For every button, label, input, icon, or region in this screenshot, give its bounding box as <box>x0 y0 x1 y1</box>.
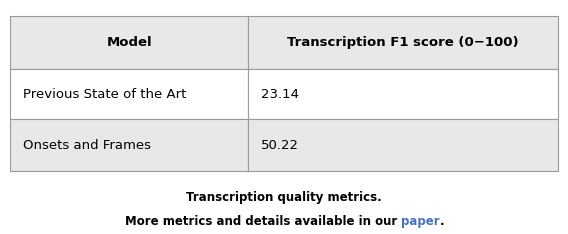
Text: 50.22: 50.22 <box>261 139 299 152</box>
Bar <box>248 16 558 69</box>
Text: Transcription F1 score (0−100): Transcription F1 score (0−100) <box>287 36 519 49</box>
Text: 23.14: 23.14 <box>261 88 299 101</box>
Text: Model: Model <box>107 36 152 49</box>
Bar <box>248 69 558 119</box>
Bar <box>10 119 248 171</box>
Bar <box>248 119 558 171</box>
Bar <box>10 69 248 119</box>
Text: .: . <box>440 215 445 228</box>
Text: Transcription quality metrics.: Transcription quality metrics. <box>186 191 382 204</box>
Text: Previous State of the Art: Previous State of the Art <box>23 88 186 101</box>
Text: paper: paper <box>402 215 440 228</box>
Text: Onsets and Frames: Onsets and Frames <box>23 139 151 152</box>
Text: More metrics and details available in our: More metrics and details available in ou… <box>125 215 402 228</box>
Bar <box>10 16 248 69</box>
